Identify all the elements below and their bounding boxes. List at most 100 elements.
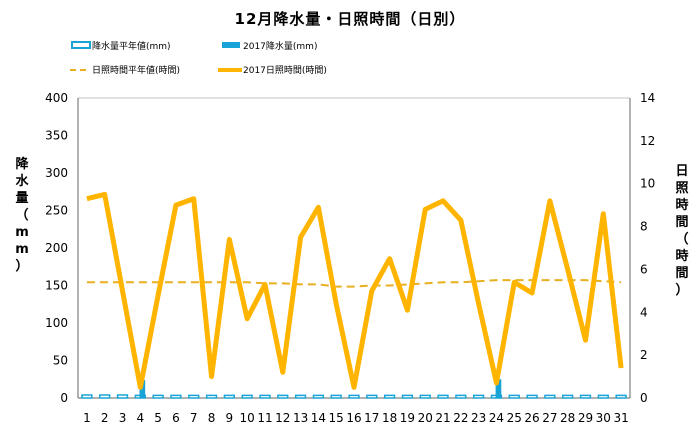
y-axis-label-right: 日照時間（時間） [675, 164, 688, 298]
bar-rain-normal [526, 394, 538, 399]
legend-swatch-rain-2017 [222, 42, 240, 48]
bar-rain-normal [544, 394, 556, 399]
x-tick-label: 2 [101, 411, 109, 425]
right-tick-label: 2 [640, 348, 648, 362]
left-axis-ticks: 0 50 100 150 200 250 300 350 400 [45, 91, 68, 405]
series-line-sun-normal [86, 279, 622, 288]
bar-rain-normal [188, 394, 200, 399]
bar-rain-normal [223, 394, 236, 399]
right-tick-label: 14 [640, 91, 655, 105]
right-tick-label: 0 [640, 391, 648, 405]
axis-label-char: ） [15, 258, 28, 274]
bar-rain-normal [152, 394, 164, 399]
x-tick-label: 26 [524, 411, 539, 425]
y-axis-label-left: 降水量（ m m） [15, 156, 29, 274]
x-tick-label: 25 [507, 411, 522, 425]
x-tick-label: 8 [208, 411, 216, 425]
x-tick-label: 7 [190, 411, 198, 425]
left-tick-label: 50 [53, 354, 68, 368]
left-tick-label: 300 [45, 166, 68, 180]
x-tick-label: 31 [613, 411, 628, 425]
bar-rain-normal [383, 394, 396, 399]
bar-rain-normal [508, 394, 520, 399]
left-tick-label: 400 [45, 91, 68, 105]
x-tick-label: 13 [293, 411, 308, 425]
bar-rain-normal [277, 394, 289, 399]
bar-rain-normal [116, 394, 129, 399]
bar-rain-normal [562, 394, 574, 399]
axis-label-char: 間 [675, 266, 688, 281]
bar-rain-normal [366, 394, 378, 399]
x-tick-label: 27 [542, 411, 557, 425]
right-tick-label: 4 [640, 305, 648, 319]
bar-rain-2017 [495, 379, 502, 398]
axis-label-char: 水 [15, 173, 29, 189]
axis-label-char: 降 [15, 156, 29, 172]
bar-rain-normal [205, 394, 218, 399]
axis-label-char: （ [675, 231, 688, 247]
bar-rain-normal [472, 394, 485, 399]
legend-label-rain-2017: 2017降水量(mm) [243, 40, 317, 52]
left-tick-label: 150 [45, 279, 68, 293]
x-tick-label: 17 [364, 411, 379, 425]
bar-rain-normal [170, 394, 182, 399]
chart-title: 12月降水量・日照時間（日別） [234, 10, 466, 28]
x-tick-label: 21 [435, 411, 450, 425]
legend-label-sun-normal: 日照時間平年値(時間) [92, 64, 180, 76]
axis-label-char: （ [15, 207, 28, 223]
axis-label-char: 量 [15, 191, 28, 206]
axis-label-char: ） [675, 282, 688, 298]
legend-label-sun-2017: 2017日照時間(時間) [243, 65, 327, 76]
bar-rain-2017 [139, 380, 146, 398]
axis-label-char: 時 [675, 197, 688, 213]
axis-label-char: m [15, 242, 29, 257]
bar-rain-normal [294, 394, 307, 399]
bar-rain-normal [455, 394, 467, 399]
x-tick-label: 4 [137, 411, 145, 425]
bar-rain-normal [330, 394, 342, 399]
left-tick-label: 100 [45, 316, 68, 330]
x-tick-label: 23 [471, 411, 486, 425]
bars-rain-2017 [139, 379, 502, 398]
bar-rain-normal [437, 394, 449, 399]
left-tick-label: 250 [45, 204, 68, 218]
x-tick-label: 18 [382, 411, 397, 425]
bar-rain-normal [401, 394, 414, 399]
x-tick-label: 29 [578, 411, 593, 425]
legend-label-rain-normal: 降水量平年値(mm) [92, 40, 171, 52]
bar-rain-normal [81, 394, 93, 399]
left-tick-label: 350 [45, 129, 68, 143]
series-line-sun-2017 [86, 191, 624, 390]
legend-swatch-rain-normal [71, 41, 91, 49]
axis-label-char: 間 [675, 215, 688, 230]
x-tick-label: 28 [560, 411, 575, 425]
left-tick-label: 200 [45, 241, 68, 255]
axis-label-char: 日 [675, 164, 688, 179]
bars-rain-normal [81, 394, 627, 399]
left-tick-label: 0 [60, 391, 68, 405]
x-tick-label: 15 [329, 411, 344, 425]
bar-rain-normal [99, 394, 111, 399]
line-sun-normal [86, 279, 622, 288]
line-sun-2017 [86, 191, 624, 390]
axis-label-char: 時 [675, 248, 688, 264]
bar-rain-normal [419, 394, 431, 399]
axes [77, 97, 631, 399]
x-axis-ticks: 1 2 3 4 5 6 7 8 9 10 11 12 13 14 15 16 17 18 19 20 21 22 23 24 2… [83, 411, 629, 425]
bar-rain-normal [615, 394, 627, 399]
bar-rain-normal [579, 394, 592, 399]
x-tick-label: 5 [154, 411, 162, 425]
bar-rain-normal [241, 394, 253, 399]
x-tick-label: 24 [489, 411, 504, 425]
x-tick-label: 10 [240, 411, 255, 425]
right-tick-label: 12 [640, 134, 655, 148]
right-tick-label: 8 [640, 220, 648, 234]
right-tick-label: 10 [640, 177, 655, 191]
x-tick-label: 1 [83, 411, 91, 425]
x-tick-label: 9 [226, 411, 234, 425]
bar-rain-normal [348, 394, 360, 399]
x-tick-label: 30 [596, 411, 611, 425]
x-tick-label: 6 [172, 411, 180, 425]
legend: 降水量平年値(mm) 2017降水量(mm) 日照時間平年値(時間) 2017日… [70, 40, 327, 76]
